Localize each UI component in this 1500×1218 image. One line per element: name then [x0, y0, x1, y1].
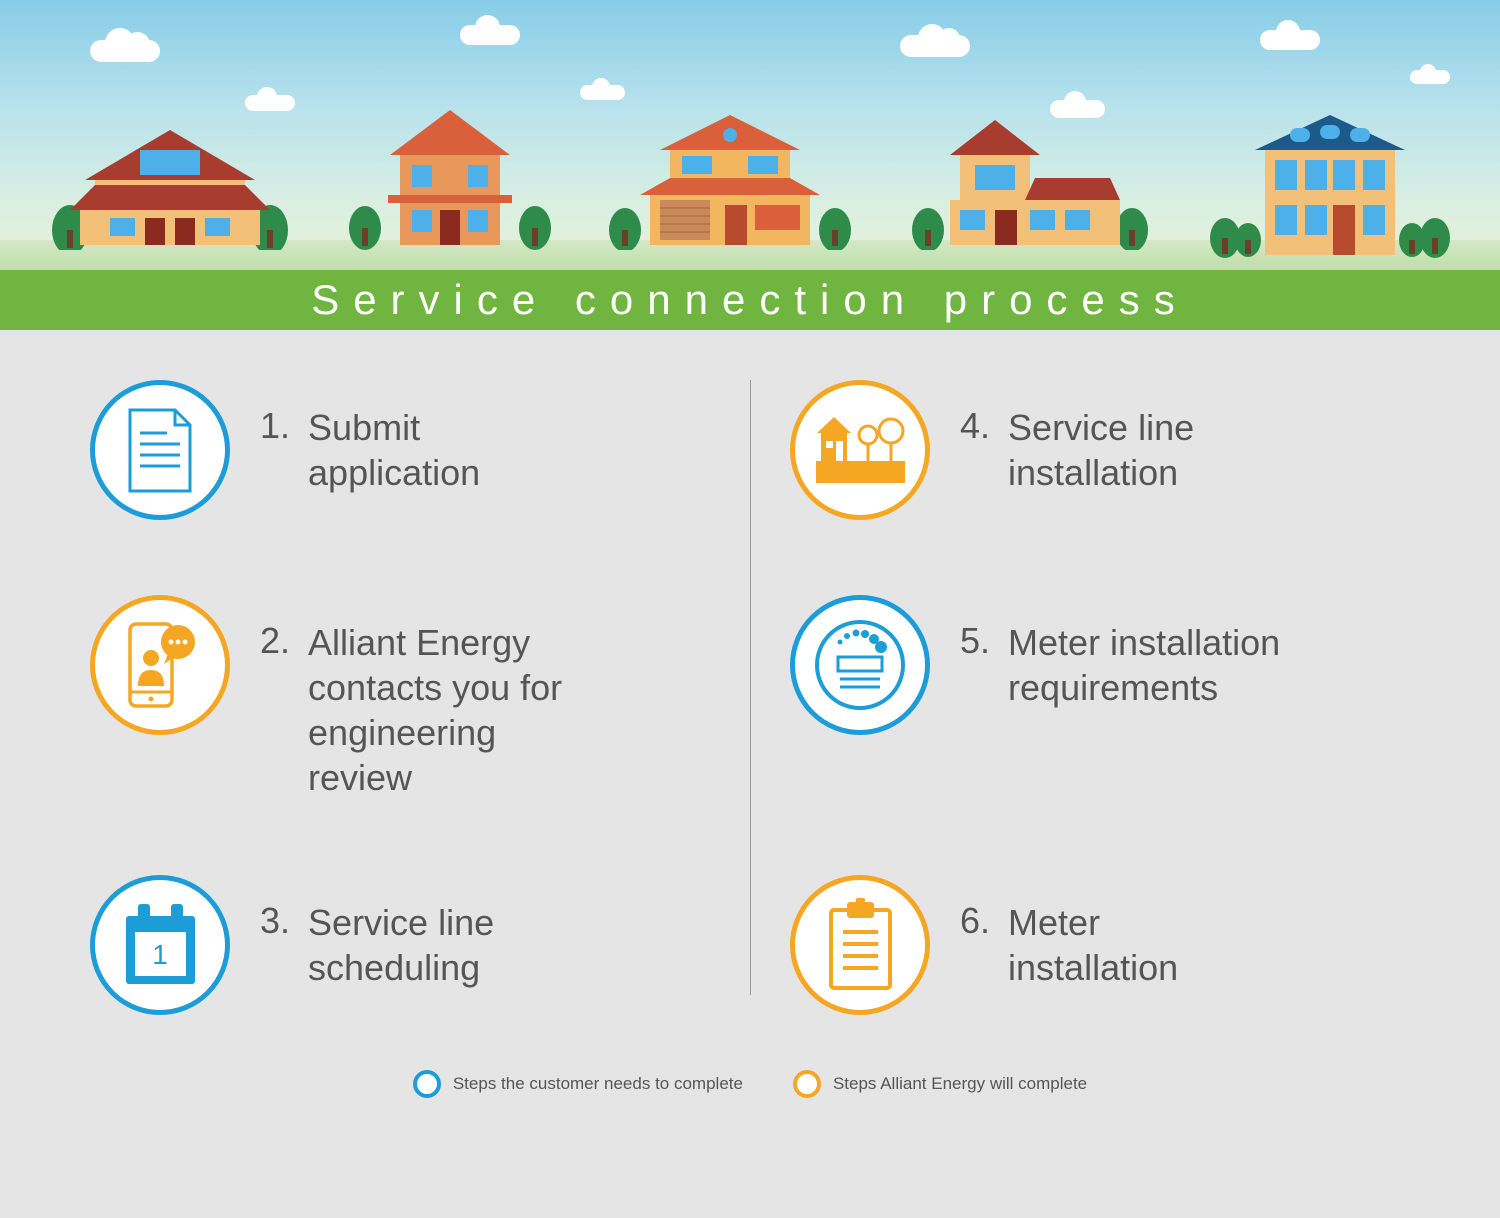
step-icon-circle: [790, 380, 930, 520]
cloud-icon: [90, 40, 160, 62]
cloud-icon: [1410, 70, 1450, 84]
legend: Steps the customer needs to complete Ste…: [90, 1070, 1410, 1098]
house-icon: [600, 100, 860, 250]
steps-grid: 1. Submitapplication 4.: [90, 380, 1410, 1015]
sky-banner: [0, 0, 1500, 270]
step-number: 5.: [960, 620, 990, 710]
step-number: 2.: [260, 620, 290, 800]
meter-icon: [810, 615, 910, 715]
step-icon-circle: [90, 595, 230, 735]
legend-item: Steps Alliant Energy will complete: [793, 1070, 1087, 1098]
step-icon-circle: [790, 595, 930, 735]
legend-item: Steps the customer needs to complete: [413, 1070, 743, 1098]
document-icon: [125, 408, 195, 493]
legend-label: Steps Alliant Energy will complete: [833, 1074, 1087, 1094]
house-icon: [40, 100, 300, 250]
step-item: 2. Alliant Energycontacts you forenginee…: [90, 595, 710, 800]
page-title: Service connection process: [311, 276, 1189, 324]
step-icon-circle: [90, 380, 230, 520]
cloud-icon: [580, 85, 625, 100]
svg-text:1: 1: [152, 939, 168, 970]
step-label: Meter installationrequirements: [1008, 620, 1280, 710]
step-label: Service lineinstallation: [1008, 405, 1194, 495]
phone-chat-icon: [118, 618, 203, 713]
legend-label: Steps the customer needs to complete: [453, 1074, 743, 1094]
column-divider: [750, 380, 751, 995]
step-icon-circle: [790, 875, 930, 1015]
step-item: 1. Submitapplication: [90, 380, 710, 520]
step-label: Submitapplication: [308, 405, 480, 495]
cloud-icon: [900, 35, 970, 57]
cloud-icon: [1260, 30, 1320, 50]
step-label: Service linescheduling: [308, 900, 494, 990]
step-icon-circle: 1: [90, 875, 230, 1015]
content-area: 1. Submitapplication 4.: [0, 330, 1500, 1128]
house-icon: [1200, 100, 1460, 260]
step-item: 6. Meterinstallation: [790, 875, 1410, 1015]
step-number: 1.: [260, 405, 290, 495]
step-number: 6.: [960, 900, 990, 990]
house-icon: [900, 100, 1160, 250]
step-label: Alliant Energycontacts you forengineerin…: [308, 620, 562, 800]
step-label: Meterinstallation: [1008, 900, 1178, 990]
house-ground-icon: [813, 413, 908, 488]
house-icon: [340, 100, 560, 250]
cloud-icon: [460, 25, 520, 45]
houses-row: [0, 100, 1500, 260]
step-item: 5. Meter installationrequirements: [790, 595, 1410, 800]
title-bar: Service connection process: [0, 270, 1500, 330]
legend-swatch-icon: [793, 1070, 821, 1098]
calendar-icon: 1: [118, 900, 203, 990]
clipboard-icon: [823, 898, 898, 993]
step-number: 3.: [260, 900, 290, 990]
step-item: 1 3. Service linescheduling: [90, 875, 710, 1015]
step-number: 4.: [960, 405, 990, 495]
step-item: 4. Service lineinstallation: [790, 380, 1410, 520]
legend-swatch-icon: [413, 1070, 441, 1098]
